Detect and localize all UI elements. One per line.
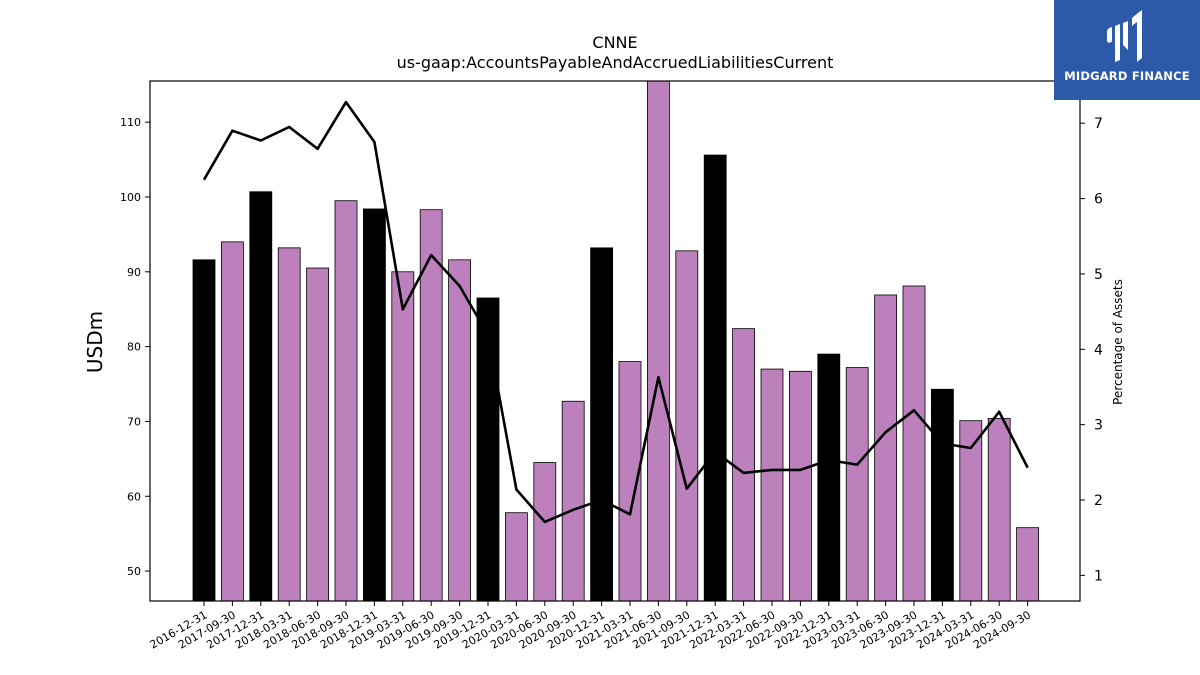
bar-2019-12-31 [476, 297, 500, 601]
chart-subtitle: us-gaap:AccountsPayableAndAccruedLiabili… [397, 53, 834, 72]
y-tick-label: 60 [127, 490, 141, 503]
y-axis-label: USDm [83, 311, 107, 373]
bar-2017-09-30 [220, 241, 244, 601]
logo: MIDGARD FINANCE [1054, 0, 1200, 100]
y2-tick-label: 2 [1094, 493, 1103, 509]
bar-2020-06-30 [533, 462, 557, 601]
y2-tick-label: 6 [1094, 192, 1103, 208]
y2-tick-label: 5 [1094, 267, 1103, 283]
bar-2022-03-31 [732, 328, 755, 601]
logo-text: MIDGARD FINANCE [1064, 69, 1190, 83]
bar-2023-12-31 [931, 388, 954, 601]
bar-2021-09-30 [675, 250, 699, 601]
y2-axis-label: Percentage of Assets [1111, 279, 1125, 405]
y-tick-label: 90 [127, 266, 141, 279]
y-tick-label: 70 [127, 415, 141, 428]
y2-tick-label: 4 [1094, 342, 1103, 358]
bar-2022-09-30 [789, 370, 812, 601]
bar-2020-03-31 [504, 512, 528, 601]
bar-2022-12-31 [817, 353, 841, 601]
bar-2019-09-30 [448, 259, 472, 601]
percentage-line [202, 100, 1029, 524]
bar-2018-03-31 [277, 247, 301, 601]
bar-2018-12-31 [362, 208, 386, 601]
y2-tick-label: 7 [1094, 116, 1103, 132]
y-tick-label: 100 [120, 191, 141, 204]
y-tick-label: 50 [127, 565, 141, 578]
bar-2021-12-31 [703, 154, 727, 601]
y2-tick-label: 3 [1094, 418, 1103, 434]
plot-frame [149, 80, 1081, 602]
bar-2023-06-30 [874, 294, 897, 601]
bar-2020-12-31 [590, 247, 613, 601]
bar-2018-06-30 [306, 267, 330, 601]
y-tick-label: 80 [127, 341, 141, 354]
bar-2019-03-31 [391, 271, 415, 601]
bar-2024-06-30 [987, 418, 1011, 601]
bar-2018-09-30 [334, 200, 358, 601]
bar-2023-03-31 [845, 367, 869, 601]
bar-2021-06-30 [647, 81, 670, 601]
bar-series [192, 81, 1039, 601]
bar-2016-12-31 [192, 259, 216, 601]
y2-tick-label: 1 [1094, 568, 1103, 584]
bar-2020-09-30 [561, 400, 585, 601]
y-tick-label: 110 [120, 116, 141, 129]
line-series [202, 100, 1029, 524]
bar-2023-09-30 [902, 285, 926, 601]
bar-2022-06-30 [760, 368, 784, 601]
chart-title: CNNE [592, 33, 637, 52]
bar-2024-09-30 [1016, 527, 1039, 601]
bar-2017-12-31 [249, 191, 273, 601]
bar-2019-06-30 [419, 209, 443, 601]
logo-mark-icon [1107, 10, 1142, 62]
